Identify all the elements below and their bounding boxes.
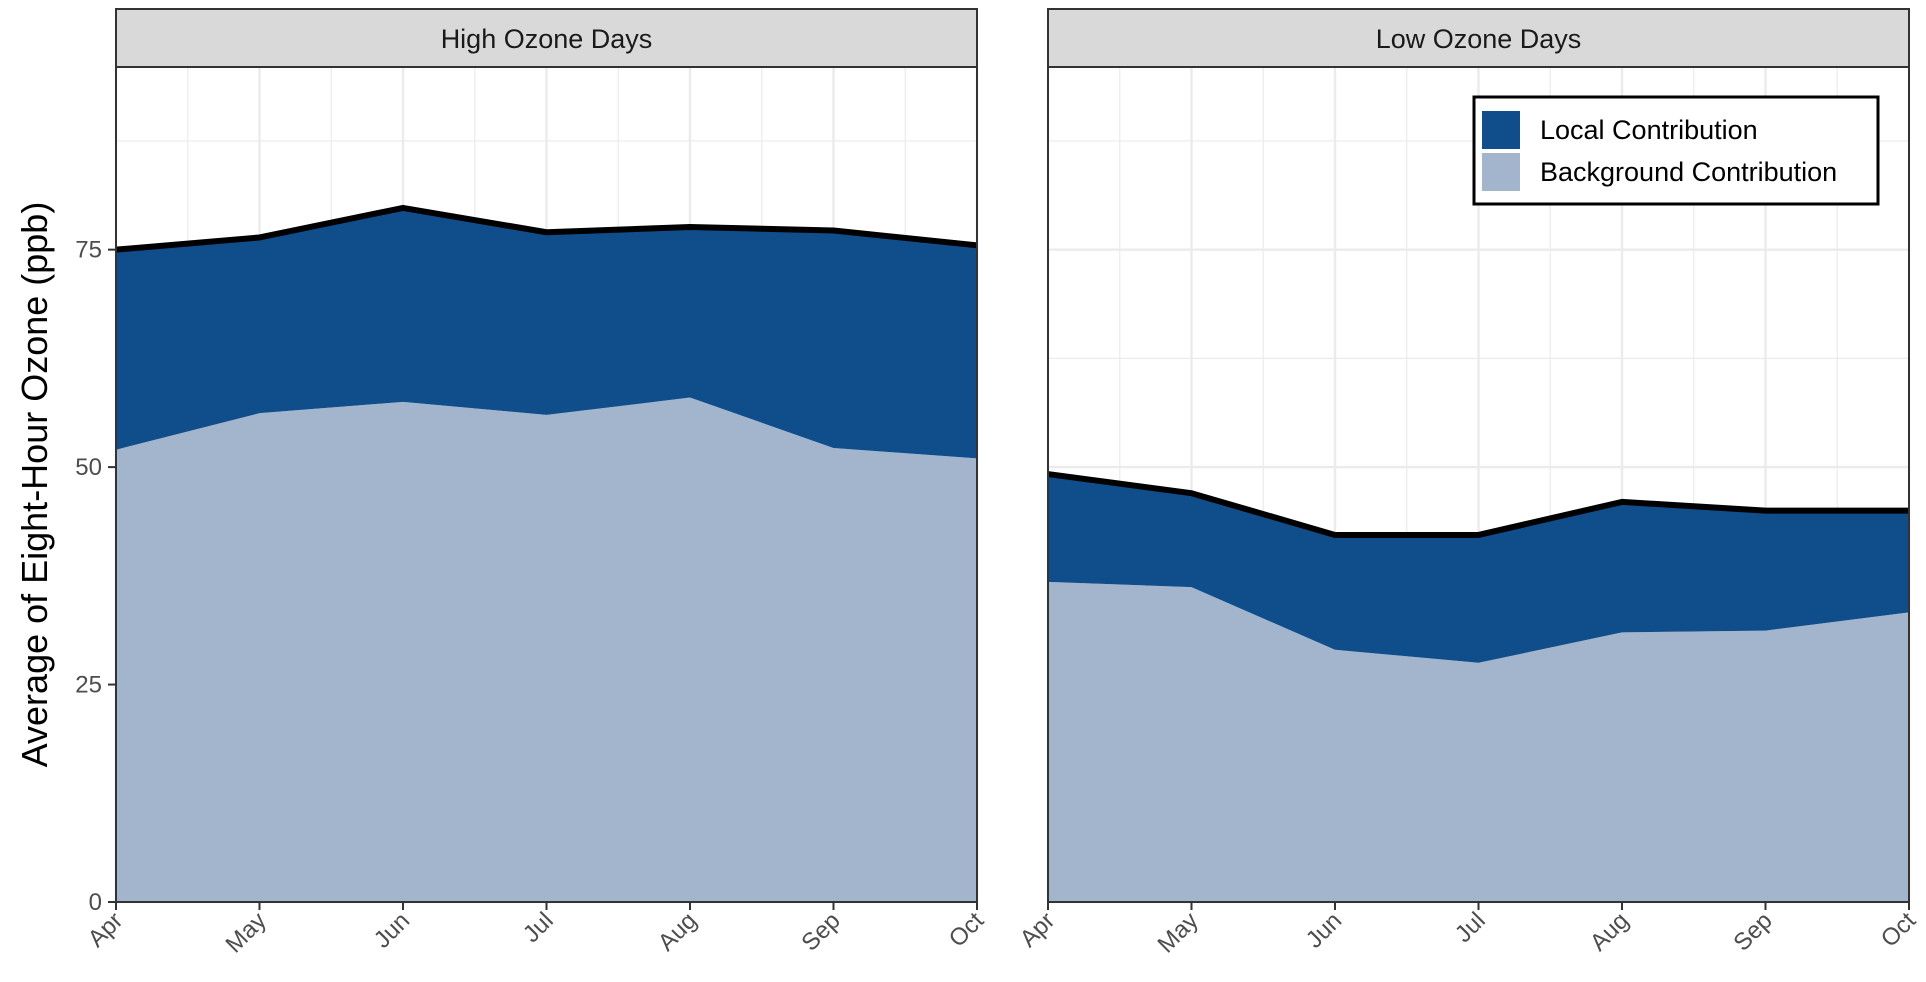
panel-2-area-background xyxy=(1048,581,1909,902)
panel-1-title: High Ozone Days xyxy=(441,24,653,54)
panel-2-total-line xyxy=(1047,471,1909,538)
y-tick-label: 25 xyxy=(75,672,102,699)
y-axis-title: Average of Eight-Hour Ozone (ppb) xyxy=(14,202,55,768)
panel-1-x-tick-label: Sep xyxy=(796,907,845,956)
panel-1-total-line xyxy=(115,204,978,253)
panel-2-x-tick-label: May xyxy=(1153,907,1204,958)
panel-2-title: Low Ozone Days xyxy=(1376,24,1582,54)
panel-1-x-tick-label: Aug xyxy=(653,907,702,956)
legend-key-background xyxy=(1482,153,1520,191)
legend-box xyxy=(1472,95,1880,206)
panel-1-x-tick-label: Oct xyxy=(944,907,990,953)
panel-1-area-background xyxy=(116,397,977,902)
panel-2-strip xyxy=(1047,8,1910,68)
panel-1-x-tick-label: Jul xyxy=(518,907,559,948)
y-tick-label: 75 xyxy=(75,237,102,264)
panel-2-x-tick-label: Apr xyxy=(1015,907,1061,953)
panel-2-x-tick-label: Sep xyxy=(1728,907,1777,956)
panel-2-area-local xyxy=(1048,474,1909,663)
legend-label-background: Background Contribution xyxy=(1540,157,1837,187)
y-tick-label: 0 xyxy=(89,889,102,916)
panel-1-x-tick-label: Jun xyxy=(369,907,415,953)
panel-1-area-local xyxy=(116,207,977,459)
panel-2-x-tick-label: Oct xyxy=(1876,907,1922,953)
panel-2-x-tick-label: Jun xyxy=(1301,907,1347,953)
panel-1-strip xyxy=(115,8,978,68)
panel-1-x-tick-label: May xyxy=(221,907,272,958)
panel-2-x-tick-label: Jul xyxy=(1450,907,1491,948)
legend-key-local xyxy=(1482,111,1520,149)
panel-2-x-tick-label: Aug xyxy=(1585,907,1634,956)
legend-label-local: Local Contribution xyxy=(1540,115,1758,145)
y-tick-label: 50 xyxy=(75,454,102,481)
